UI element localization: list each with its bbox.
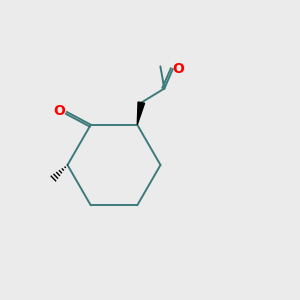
- Polygon shape: [137, 102, 145, 125]
- Text: O: O: [172, 62, 184, 76]
- Text: O: O: [53, 103, 65, 118]
